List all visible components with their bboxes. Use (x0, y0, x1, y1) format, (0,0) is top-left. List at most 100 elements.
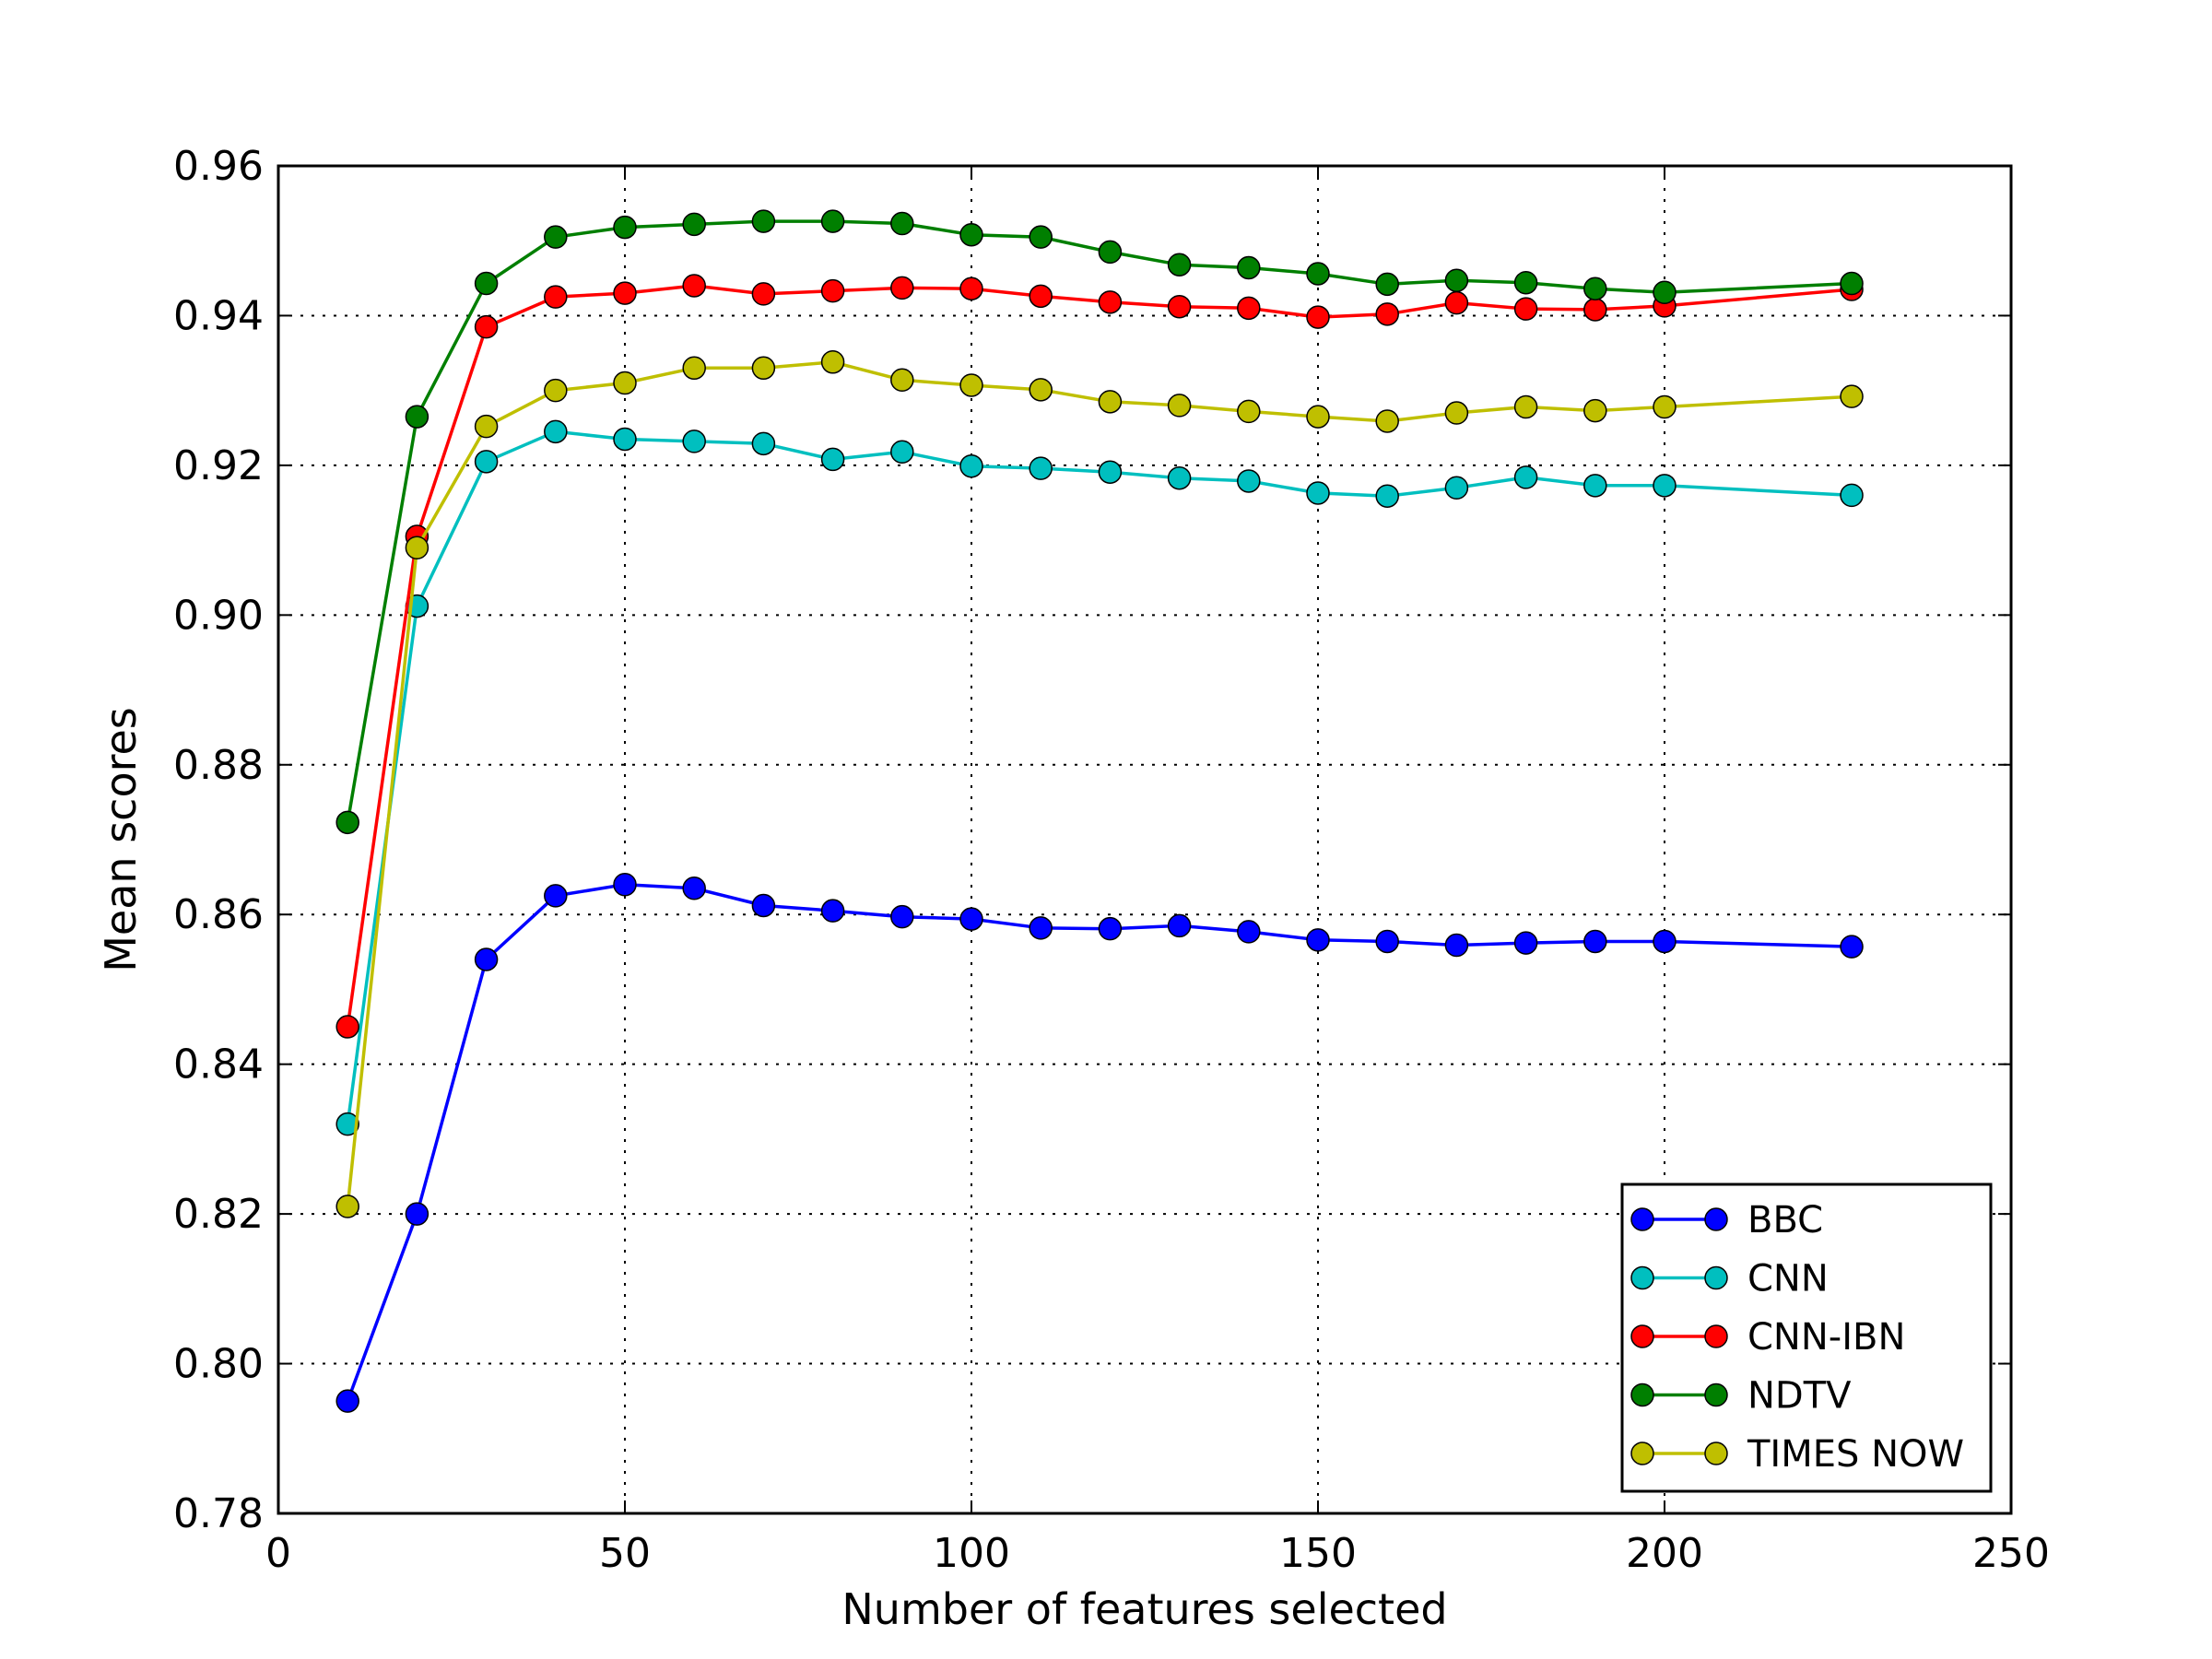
data-point-cnn (544, 419, 568, 444)
data-point-ndtv (1583, 276, 1607, 300)
x-tick-label: 200 (1626, 1530, 1703, 1577)
data-point-cnn-ibn (335, 1015, 359, 1039)
legend-marker-cnn-ibn (1630, 1324, 1654, 1348)
data-point-bbc (1167, 913, 1192, 938)
data-point-ndtv (1513, 270, 1538, 295)
y-tick-label: 0.92 (173, 442, 264, 489)
y-tick-label: 0.94 (173, 292, 264, 339)
legend-marker-bbc (1704, 1207, 1728, 1231)
data-point-bbc (820, 899, 845, 923)
data-point-ndtv (1029, 225, 1053, 249)
data-point-times-now (613, 371, 637, 395)
x-tick-label: 50 (599, 1530, 651, 1577)
data-point-ndtv (1098, 240, 1123, 265)
legend-label-times-now: TIMES NOW (1747, 1433, 1964, 1476)
data-point-cnn (751, 431, 776, 456)
data-point-times-now (751, 356, 776, 381)
data-point-bbc (1840, 935, 1864, 959)
legend-marker-times-now (1630, 1441, 1654, 1465)
data-point-bbc (890, 904, 914, 929)
legend-marker-bbc (1630, 1207, 1654, 1231)
legend-marker-times-now (1704, 1441, 1728, 1465)
data-point-ndtv (890, 211, 914, 236)
data-point-cnn (613, 427, 637, 452)
x-tick-label: 250 (1972, 1530, 2050, 1577)
data-point-ndtv (1653, 280, 1677, 305)
plot-area-frame (276, 164, 2013, 1515)
data-point-ndtv (1375, 272, 1399, 297)
data-point-cnn (1840, 483, 1864, 508)
y-tick-label: 0.88 (173, 742, 264, 789)
legend-marker-cnn (1630, 1265, 1654, 1290)
data-point-bbc (1306, 928, 1330, 952)
data-point-bbc (682, 877, 706, 900)
data-point-cnn (890, 440, 914, 465)
data-point-ndtv (751, 209, 776, 233)
data-point-times-now (1237, 399, 1261, 424)
y-tick-label: 0.82 (173, 1191, 264, 1238)
data-point-times-now (544, 378, 568, 403)
x-tick-label: 150 (1279, 1530, 1357, 1577)
data-point-bbc (613, 872, 637, 897)
y-tick-label: 0.86 (173, 891, 264, 938)
data-point-cnn (1653, 474, 1677, 498)
data-point-times-now (1098, 390, 1123, 414)
tick-layer: 0 50 100 150 200 250 0.78 0.80 0.82 0.84 0.86 0.88 0… (173, 143, 2050, 1577)
legend-label-bbc: BBC (1747, 1199, 1823, 1241)
data-point-times-now (1306, 405, 1330, 429)
data-point-times-now (1840, 384, 1864, 408)
data-point-cnn (1237, 469, 1261, 493)
data-point-cnn (1167, 465, 1192, 490)
data-point-times-now (1444, 401, 1469, 425)
data-point-times-now (1583, 398, 1607, 423)
data-point-ndtv (820, 209, 845, 233)
data-point-bbc (1029, 916, 1053, 940)
data-point-cnn (1375, 484, 1399, 508)
data-point-bbc (1583, 929, 1607, 954)
y-tick-label: 0.80 (173, 1341, 264, 1388)
data-point-ndtv (474, 271, 499, 296)
legend-label-ndtv: NDTV (1747, 1375, 1852, 1418)
data-point-cnn (335, 1112, 359, 1136)
legend-marker-ndtv (1630, 1382, 1654, 1407)
data-point-bbc (405, 1202, 429, 1226)
data-point-bbc (474, 947, 499, 971)
legend-label-cnn-ibn: CNN-IBN (1747, 1316, 1905, 1359)
data-point-bbc (1653, 929, 1677, 954)
data-point-cnn (682, 429, 706, 453)
data-point-cnn-ibn (751, 282, 776, 306)
data-point-times-now (474, 414, 499, 439)
data-point-bbc (1444, 933, 1469, 958)
data-point-times-now (890, 368, 914, 393)
data-point-cnn-ibn (613, 281, 637, 305)
data-point-cnn (959, 453, 983, 478)
data-point-times-now (405, 535, 429, 559)
data-point-times-now (1653, 394, 1677, 419)
data-point-ndtv (613, 215, 637, 240)
data-point-cnn-ibn (1237, 296, 1261, 321)
data-point-cnn-ibn (1513, 297, 1538, 321)
data-point-ndtv (1444, 268, 1469, 293)
data-point-cnn-ibn (1167, 294, 1192, 319)
data-point-bbc (751, 893, 776, 918)
x-axis-label: Number of features selected (841, 1584, 1447, 1634)
data-point-cnn (1444, 476, 1469, 500)
data-point-cnn-ibn (682, 274, 706, 298)
data-point-times-now (335, 1194, 359, 1218)
data-point-ndtv (1306, 262, 1330, 286)
data-point-cnn (1583, 474, 1607, 498)
legend-marker-cnn (1704, 1265, 1728, 1290)
data-point-bbc (1098, 916, 1123, 941)
data-point-cnn-ibn (1029, 284, 1053, 309)
legend-label-cnn: CNN (1747, 1258, 1829, 1300)
data-point-cnn-ibn (1583, 298, 1607, 322)
data-point-times-now (1513, 394, 1538, 419)
data-point-ndtv (1237, 255, 1261, 280)
data-point-cnn (1306, 481, 1330, 505)
data-point-ndtv (335, 810, 359, 835)
data-point-cnn (1513, 465, 1538, 489)
data-point-times-now (1029, 378, 1053, 402)
data-point-bbc (1513, 931, 1538, 955)
data-point-ndtv (682, 212, 706, 237)
